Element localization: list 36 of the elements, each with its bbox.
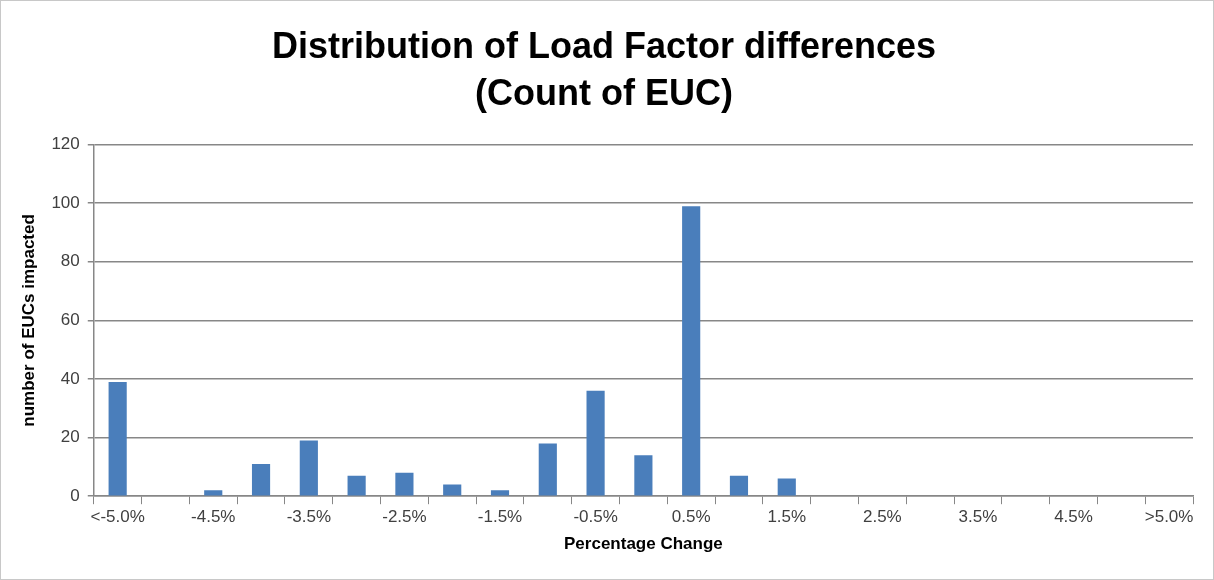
y-tick-label: 100 [51,192,80,212]
bar [108,381,127,496]
y-tick-label: 0 [70,485,80,505]
x-tick-label: -2.5% [382,507,427,527]
bar [443,484,462,496]
bar [729,475,749,496]
x-tick-label: 2.5% [862,507,902,527]
x-tick-label: <-5.0% [90,507,145,527]
bar [586,390,605,496]
bar [347,475,366,496]
y-tick-label: 20 [60,427,80,447]
x-tick-label: 0.5% [671,507,711,527]
bar [490,490,510,496]
bar [299,440,318,496]
bar [682,206,701,496]
bar [634,455,653,496]
x-tick-label: -3.5% [286,507,332,527]
y-tick-label: 40 [60,368,80,388]
bar [204,490,223,496]
y-tick-label: 60 [60,310,80,330]
x-tick-label: 3.5% [958,507,998,527]
y-tick-label: 120 [51,134,80,154]
bar [395,472,414,496]
bar [538,443,557,496]
x-tick-label: >5.0% [1144,507,1194,527]
y-tick-label: 80 [60,251,80,271]
chart-title: Distribution of Load Factor differences (Count of EUC) [271,25,937,114]
x-axis-title: Percentage Change [564,534,723,554]
bar [251,463,271,496]
x-tick-label: 4.5% [1054,507,1093,527]
y-axis-title: number of EUCs impacted [18,214,38,427]
x-tick-label: -1.5% [477,507,523,527]
x-tick-label: -0.5% [573,507,618,527]
bar [777,478,796,496]
x-tick-label: -4.5% [191,507,236,527]
x-tick-label: 1.5% [767,507,807,527]
